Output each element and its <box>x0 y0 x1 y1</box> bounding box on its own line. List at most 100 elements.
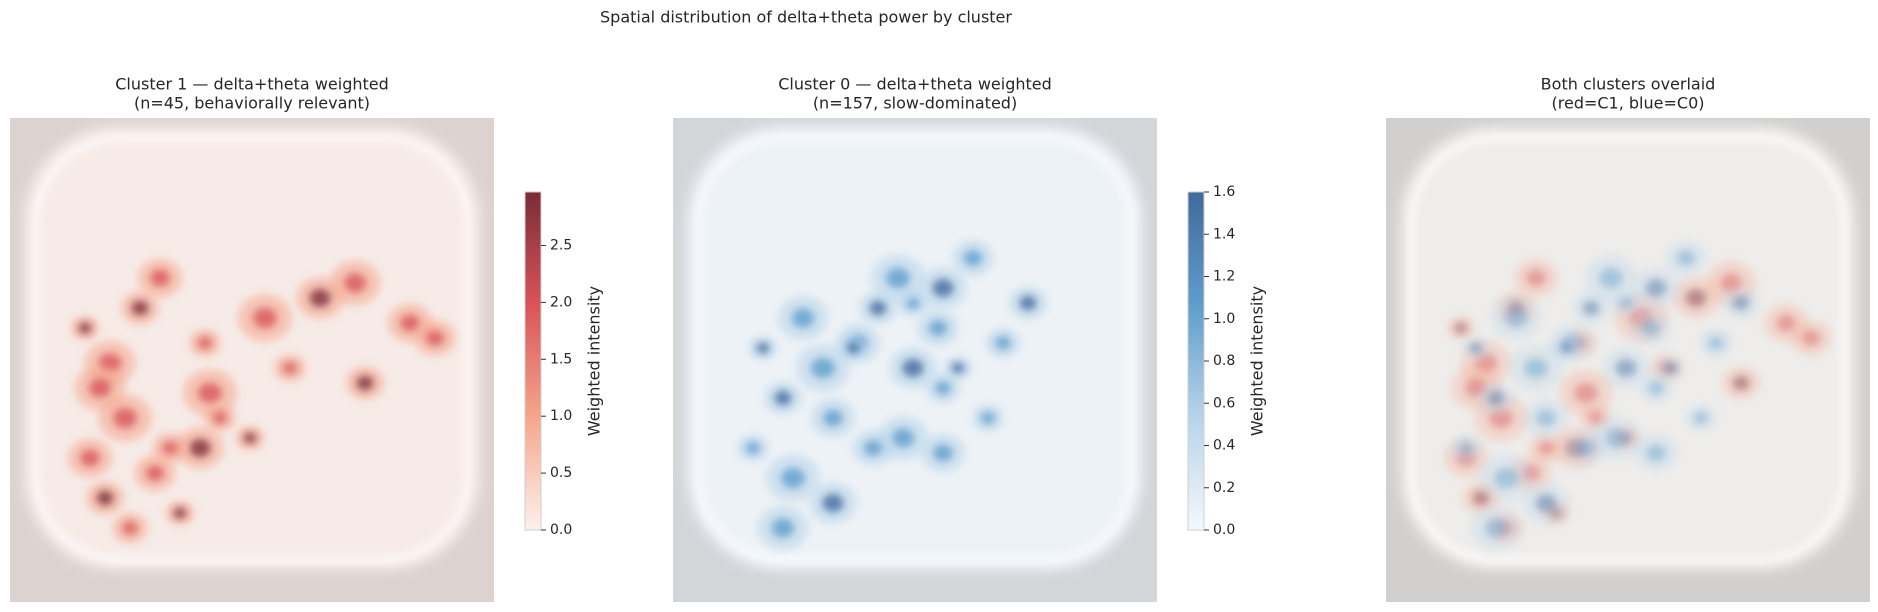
blob-core <box>150 269 170 287</box>
colorbar-tick-label: 1.2 <box>1213 269 1235 285</box>
blob-core <box>122 521 138 535</box>
blob-core <box>343 273 367 293</box>
image-panel <box>673 118 1157 602</box>
panel-title: Both clusters overlaid <box>1541 75 1716 94</box>
blob-core <box>1694 412 1708 424</box>
panel-title: (n=157, slow-dominated) <box>813 94 1017 113</box>
colorbar-tick-label: 0.8 <box>1213 353 1235 369</box>
blob-core <box>1582 300 1600 316</box>
blob-core <box>78 322 92 334</box>
colorbar-tick-label: 1.6 <box>1213 184 1235 200</box>
blob-core <box>1776 314 1796 332</box>
blob-core <box>1576 440 1596 456</box>
blob-core <box>869 300 887 316</box>
colorbar <box>1187 191 1205 531</box>
blob-core <box>886 267 910 289</box>
blob-core <box>811 357 835 379</box>
blob-core <box>774 390 792 406</box>
colorbar-tick-label: 0.4 <box>1213 438 1235 454</box>
blob-core <box>1648 381 1664 395</box>
blob-core <box>863 440 883 456</box>
blob-core <box>1559 342 1573 354</box>
colorbar-tick-label: 0.6 <box>1213 395 1235 411</box>
panel-title: Cluster 0 — delta+theta weighted <box>778 75 1052 94</box>
blob-core <box>771 518 795 538</box>
blob-core <box>400 314 420 332</box>
blob-core <box>253 307 277 329</box>
blob-core <box>356 375 374 391</box>
blob-core <box>1472 490 1490 506</box>
blob-core <box>746 442 760 454</box>
blob-core <box>1645 279 1667 297</box>
colorbar-tick-label: 1.0 <box>1213 311 1235 327</box>
blob-core <box>1459 442 1473 454</box>
blob-core <box>1615 359 1637 377</box>
blob-core <box>1524 357 1548 379</box>
colorbar-tick-label: 0.0 <box>550 522 572 538</box>
image-panel <box>1386 118 1870 602</box>
blob-core <box>756 342 770 354</box>
blob-core <box>995 336 1011 350</box>
blob-core <box>198 382 222 404</box>
blob-core <box>951 362 965 374</box>
colorbar <box>524 191 542 531</box>
blob-core <box>145 465 165 481</box>
image-panel <box>10 118 494 602</box>
blob-core <box>1535 494 1557 512</box>
blob-core <box>1487 390 1505 406</box>
blob-core <box>1536 409 1556 427</box>
blob-core <box>846 342 860 354</box>
colorbar-tick-label: 2.0 <box>550 294 572 310</box>
blob-core <box>981 412 995 424</box>
bowl-rim <box>1408 134 1848 564</box>
blob-core <box>902 359 924 377</box>
blob-core <box>173 507 187 519</box>
blob-core <box>1484 518 1508 538</box>
blob-core <box>823 409 843 427</box>
blob-core <box>96 490 114 506</box>
blob-core <box>189 439 211 457</box>
colorbar-tick-label: 1.4 <box>1213 226 1235 242</box>
blob-core <box>1599 267 1623 289</box>
colorbar-tick-label: 2.5 <box>550 237 572 253</box>
blob-core <box>213 412 227 424</box>
blob-core <box>1801 330 1821 346</box>
blob-core <box>963 250 983 266</box>
blob-core <box>935 381 951 395</box>
colorbar-label: Weighted intensity <box>1248 286 1267 436</box>
blob-core <box>243 432 257 444</box>
colorbar-tick-label: 0.5 <box>550 465 572 481</box>
colorbar-label: Weighted intensity <box>585 286 604 436</box>
figure-title: Spatial distribution of delta+theta powe… <box>600 8 1012 27</box>
blob-core <box>425 330 445 346</box>
blob-core <box>1641 320 1661 336</box>
blob-core <box>1646 444 1666 462</box>
blob-core <box>113 407 137 429</box>
blob-core <box>1708 336 1724 350</box>
blob-core <box>822 494 844 512</box>
blob-core <box>198 337 212 349</box>
blob-core <box>88 378 112 398</box>
blob-core <box>781 467 805 489</box>
blob-core <box>1538 441 1554 455</box>
blob-core <box>1732 375 1750 391</box>
blob-core <box>1504 308 1528 328</box>
bowl <box>24 126 480 570</box>
blob-core <box>933 444 953 462</box>
blob-core <box>906 297 920 309</box>
blob-core <box>1676 250 1696 266</box>
colorbar-tick-label: 1.5 <box>550 351 572 367</box>
blob-core <box>1604 428 1628 448</box>
blob-core <box>932 279 954 297</box>
blob-core <box>1574 382 1598 404</box>
panel-title: Cluster 1 — delta+theta weighted <box>115 75 389 94</box>
blob-core <box>1685 289 1707 307</box>
blob-core <box>1619 297 1633 309</box>
blob-core <box>1494 467 1518 489</box>
blob-core <box>891 428 915 448</box>
blob-core <box>162 441 178 455</box>
blob-core <box>131 300 149 316</box>
blob-core <box>791 308 815 328</box>
colorbar-tick-label: 1.0 <box>550 408 572 424</box>
blob-core <box>1469 342 1483 354</box>
